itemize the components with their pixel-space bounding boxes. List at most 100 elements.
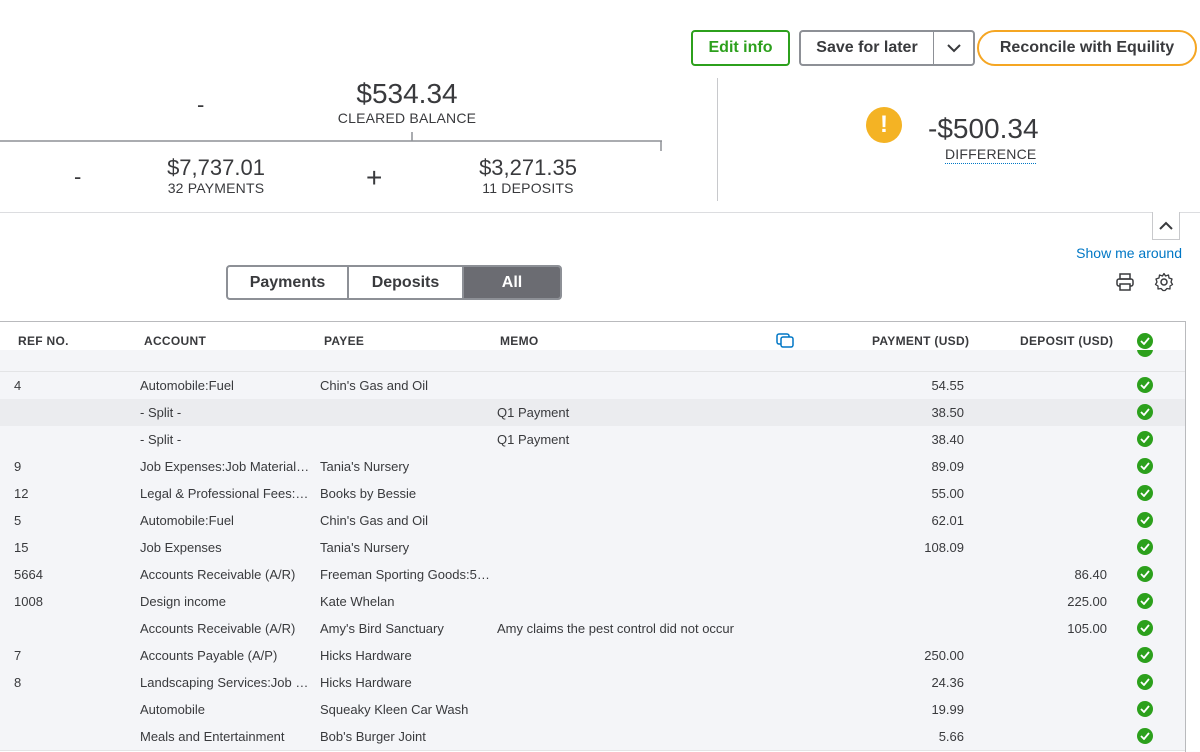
table-row[interactable]: - Split - Q1 Payment 38.40 bbox=[0, 426, 1185, 454]
payment-cell: 108.09 bbox=[924, 540, 964, 555]
account-cell: Automobile bbox=[140, 702, 206, 717]
tab-all[interactable]: All bbox=[464, 267, 560, 298]
memo-cell: Q1 Payment bbox=[497, 405, 570, 420]
bracket-line bbox=[0, 132, 662, 151]
account-cell: Meals and Entertainment bbox=[140, 729, 285, 744]
plus-sign: + bbox=[366, 162, 383, 193]
tab-payments[interactable]: Payments bbox=[228, 267, 349, 298]
payee-cell: Tania's Nursery bbox=[320, 459, 410, 474]
table-row[interactable]: Accounts Receivable (A/R) Amy's Bird Sanc… bbox=[0, 615, 1185, 643]
payee-cell: Chin's Gas and Oil bbox=[320, 513, 428, 528]
check-circle-icon[interactable] bbox=[1137, 458, 1153, 474]
check-circle-icon[interactable] bbox=[1137, 593, 1153, 609]
table-row[interactable]: 4 Automobile:Fuel Chin's Gas and Oil 54.55 bbox=[0, 372, 1185, 400]
header-memo[interactable]: MEMO bbox=[500, 334, 539, 348]
ref-cell: 5664 bbox=[14, 567, 43, 582]
transactions-table: REF NO. ACCOUNT PAYEE MEMO PAYMENT (USD)… bbox=[0, 321, 1186, 752]
ref-cell: 9 bbox=[14, 459, 22, 474]
deposit-cell: 105.00 bbox=[1067, 621, 1107, 636]
check-circle-icon[interactable] bbox=[1137, 728, 1153, 744]
table-row[interactable]: 5664 Accounts Receivable (A/R) Freeman Spo… bbox=[0, 561, 1185, 589]
table-row[interactable]: - Split - Q1 Payment 38.50 bbox=[0, 399, 1185, 427]
table-row[interactable]: 9 Job Expenses:Job Materials:... Tania's N… bbox=[0, 453, 1185, 481]
tab-deposits[interactable]: Deposits bbox=[349, 267, 464, 298]
check-circle-icon[interactable] bbox=[1137, 566, 1153, 582]
check-circle-icon[interactable] bbox=[1137, 701, 1153, 717]
warning-icon: ! bbox=[866, 107, 902, 143]
check-circle-icon[interactable] bbox=[1137, 377, 1153, 393]
section-divider bbox=[0, 212, 1200, 213]
payment-cell: 250.00 bbox=[924, 648, 964, 663]
account-cell: Automobile:Fuel bbox=[140, 513, 234, 528]
ref-cell: 5 bbox=[14, 513, 22, 528]
check-circle-icon[interactable] bbox=[1137, 512, 1153, 528]
deposit-cell: 86.40 bbox=[1074, 567, 1107, 582]
payee-cell: Squeaky Kleen Car Wash bbox=[320, 702, 469, 717]
chevron-up-icon[interactable] bbox=[1152, 212, 1180, 240]
payee-cell: Amy's Bird Sanctuary bbox=[320, 621, 444, 636]
table-row[interactable]: 15 Job Expenses Tania's Nursery 108.09 bbox=[0, 534, 1185, 562]
copy-icon[interactable] bbox=[776, 333, 794, 354]
table-row[interactable]: 1008 Design income Kate Whelan 225.00 bbox=[0, 588, 1185, 616]
payment-cell: 38.40 bbox=[931, 432, 964, 447]
account-cell: - Split - bbox=[140, 432, 182, 447]
header-deposit[interactable]: DEPOSIT (USD) bbox=[1020, 334, 1114, 348]
header-payment[interactable]: PAYMENT (USD) bbox=[872, 334, 970, 348]
header-ref-no[interactable]: REF NO. bbox=[18, 334, 69, 348]
payee-cell: Kate Whelan bbox=[320, 594, 395, 609]
payments-label: 32 PAYMENTS bbox=[167, 180, 265, 196]
payment-cell: 55.00 bbox=[931, 486, 964, 501]
check-circle-icon[interactable] bbox=[1137, 539, 1153, 555]
check-circle-icon[interactable] bbox=[1137, 485, 1153, 501]
account-cell: Job Expenses bbox=[140, 540, 222, 555]
header-account[interactable]: ACCOUNT bbox=[144, 334, 207, 348]
show-me-around-link[interactable]: Show me around bbox=[1076, 245, 1182, 261]
ref-cell: 15 bbox=[14, 540, 29, 555]
check-circle-icon[interactable] bbox=[1137, 350, 1153, 357]
payment-cell: 89.09 bbox=[931, 459, 964, 474]
payee-cell: Hicks Hardware bbox=[320, 675, 412, 690]
payment-cell: 62.01 bbox=[931, 513, 964, 528]
cleared-balance-label: CLEARED BALANCE bbox=[337, 110, 477, 126]
header-payee[interactable]: PAYEE bbox=[324, 334, 365, 348]
save-for-later-label: Save for later bbox=[816, 39, 918, 56]
check-circle-icon[interactable] bbox=[1137, 333, 1153, 349]
table-row[interactable]: 7 Accounts Payable (A/P) Hicks Hardware 250… bbox=[0, 642, 1185, 670]
payment-cell: 5.66 bbox=[938, 729, 964, 744]
ref-cell: 4 bbox=[14, 378, 22, 393]
table-row[interactable]: 5 Automobile:Fuel Chin's Gas and Oil 62.01 bbox=[0, 507, 1185, 535]
check-circle-icon[interactable] bbox=[1137, 404, 1153, 420]
print-icon[interactable] bbox=[1115, 272, 1135, 297]
payee-cell: Books by Bessie bbox=[320, 486, 417, 501]
account-cell: Automobile:Fuel bbox=[140, 378, 234, 393]
cleared-balance-amount: $534.34 bbox=[356, 78, 458, 109]
payee-cell: Tania's Nursery bbox=[320, 540, 410, 555]
payment-cell: 19.99 bbox=[931, 702, 964, 717]
deposit-cell: 225.00 bbox=[1067, 594, 1107, 609]
table-row[interactable]: Automobile Squeaky Kleen Car Wash 19.99 bbox=[0, 696, 1185, 724]
filter-tabs: Payments Deposits All bbox=[226, 265, 562, 300]
ref-cell: 1008 bbox=[14, 594, 43, 609]
table-row-partial bbox=[0, 350, 1185, 372]
check-circle-icon[interactable] bbox=[1137, 620, 1153, 636]
payee-cell: Hicks Hardware bbox=[320, 648, 412, 663]
summary-divider bbox=[717, 78, 718, 201]
table-row[interactable]: Meals and Entertainment Bob's Burger Join… bbox=[0, 723, 1185, 751]
reconcile-with-equility-button[interactable]: Reconcile with Equility bbox=[977, 30, 1197, 66]
difference-label[interactable]: DIFFERENCE bbox=[945, 146, 1037, 164]
gear-icon[interactable] bbox=[1154, 272, 1174, 297]
deposits-amount: $3,271.35 bbox=[479, 155, 577, 180]
account-cell: Accounts Receivable (A/R) bbox=[140, 621, 296, 636]
deposits-label: 11 DEPOSITS bbox=[482, 180, 574, 196]
check-circle-icon[interactable] bbox=[1137, 647, 1153, 663]
table-row[interactable]: 12 Legal & Professional Fees:Bo... Books b… bbox=[0, 480, 1185, 508]
save-for-later-button[interactable]: Save for later bbox=[799, 30, 975, 66]
chevron-down-icon[interactable] bbox=[934, 43, 973, 53]
table-row[interactable]: 8 Landscaping Services:Job M... Hicks Hard… bbox=[0, 669, 1185, 697]
edit-info-button[interactable]: Edit info bbox=[691, 30, 790, 66]
check-circle-icon[interactable] bbox=[1137, 674, 1153, 690]
account-cell: Landscaping Services:Job M... bbox=[140, 675, 310, 690]
ref-cell: 7 bbox=[14, 648, 22, 663]
check-circle-icon[interactable] bbox=[1137, 431, 1153, 447]
account-cell: Design income bbox=[140, 594, 226, 609]
